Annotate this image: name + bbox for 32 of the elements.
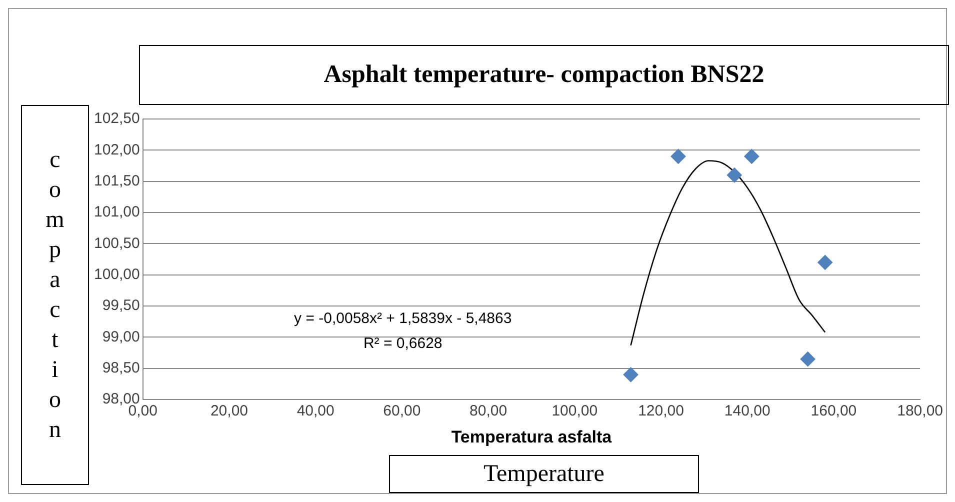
annotation: R² = 0,6628	[363, 335, 442, 352]
x-tick-label: 140,00	[724, 402, 770, 420]
text: Temperature	[389, 455, 699, 493]
y-tick-label: 99,50	[102, 297, 140, 314]
point	[800, 352, 816, 367]
y-tick-label: 102,50	[94, 110, 140, 128]
x-tick-label: 0,00	[128, 402, 158, 420]
text: compaction	[46, 147, 64, 443]
x-tick-label: 40,00	[296, 402, 334, 420]
x-tick-label: 160,00	[810, 402, 857, 420]
point	[670, 148, 686, 164]
x-tick-label: 100,00	[552, 402, 598, 420]
x-tick-label: 120,00	[638, 402, 684, 420]
y-tick-label: 102,00	[94, 141, 140, 158]
x-axis-title: Temperatura asfalta	[451, 427, 612, 446]
x-tick-label: 180,00	[897, 402, 944, 420]
y-tick-label: 99,00	[102, 328, 140, 346]
x-tick-label: 80,00	[470, 402, 508, 420]
x-tick-label: 20,00	[210, 402, 248, 420]
y-tick-label: 101,50	[94, 172, 140, 190]
y-tick-label: 100,00	[94, 266, 140, 284]
x-tick-label: 60,00	[383, 402, 421, 420]
point	[818, 254, 833, 270]
y-tick-label: 100,50	[94, 234, 140, 252]
point	[623, 367, 638, 382]
annotation: y = -0,0058x² + 1,5839x - 5,4863	[294, 310, 512, 328]
line-series	[630, 160, 826, 346]
y-tick-label: 101,00	[94, 204, 140, 221]
y-tick-label: 98,50	[102, 360, 140, 377]
point	[726, 168, 742, 183]
chart-title: Asphalt temperature- compaction BNS22	[139, 45, 949, 105]
point	[744, 148, 760, 164]
